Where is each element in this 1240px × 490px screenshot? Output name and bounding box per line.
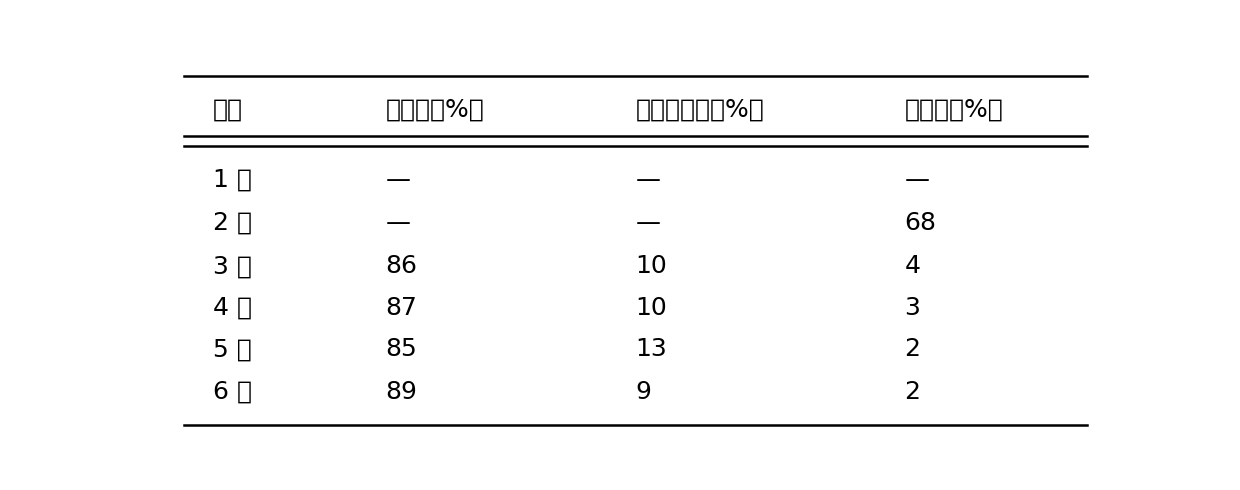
Text: —: — [386,211,410,235]
Text: 4 组: 4 组 [213,296,252,320]
Text: 4: 4 [905,254,920,278]
Text: 10: 10 [635,254,667,278]
Text: —: — [386,168,410,192]
Text: 2: 2 [905,380,920,404]
Text: 死亡率（%）: 死亡率（%） [905,98,1003,122]
Text: 87: 87 [386,296,418,320]
Text: 2: 2 [905,337,920,361]
Text: 3: 3 [905,296,920,320]
Text: 3 组: 3 组 [213,254,252,278]
Text: 2 组: 2 组 [213,211,252,235]
Text: 9: 9 [635,380,651,404]
Text: 组别: 组别 [213,98,243,122]
Text: 89: 89 [386,380,418,404]
Text: 显著治感率（%）: 显著治感率（%） [635,98,764,122]
Text: 10: 10 [635,296,667,320]
Text: —: — [635,168,661,192]
Text: 5 组: 5 组 [213,337,252,361]
Text: 13: 13 [635,337,667,361]
Text: 6 组: 6 组 [213,380,252,404]
Text: 86: 86 [386,254,418,278]
Text: —: — [635,211,661,235]
Text: —: — [905,168,930,192]
Text: 1 组: 1 组 [213,168,252,192]
Text: 68: 68 [905,211,936,235]
Text: 85: 85 [386,337,418,361]
Text: 治感率（%）: 治感率（%） [386,98,485,122]
